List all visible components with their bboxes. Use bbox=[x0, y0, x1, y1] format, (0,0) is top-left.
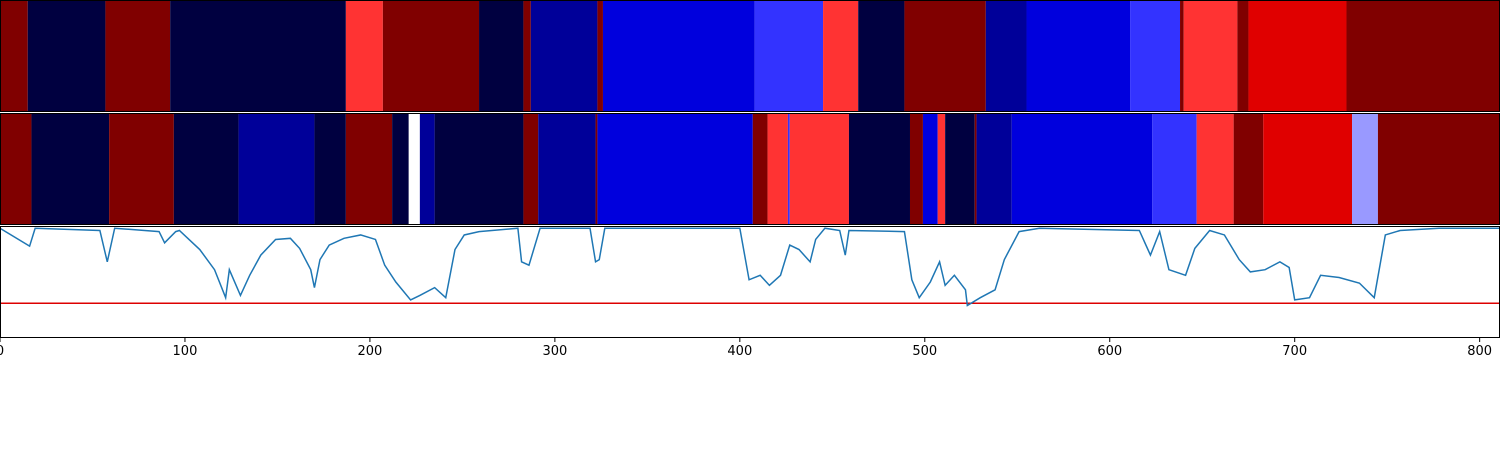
segment bbox=[945, 113, 975, 225]
segment bbox=[858, 0, 905, 112]
x-tick-label: 400 bbox=[727, 344, 752, 359]
segment bbox=[392, 113, 409, 225]
segment bbox=[173, 113, 239, 225]
segment bbox=[238, 113, 315, 225]
segment bbox=[909, 113, 923, 225]
panel-frame bbox=[0, 226, 1500, 338]
segment bbox=[382, 0, 480, 112]
segment bbox=[904, 0, 986, 112]
line bbox=[0, 227, 1500, 307]
segment bbox=[479, 0, 524, 112]
segment bbox=[1263, 113, 1353, 225]
segment bbox=[538, 113, 596, 225]
segment bbox=[105, 0, 171, 112]
x-tick-label: 200 bbox=[357, 344, 382, 359]
segment bbox=[1237, 0, 1249, 112]
segment bbox=[976, 113, 1012, 225]
x-tick-label: 500 bbox=[912, 344, 937, 359]
x-tick-label: 700 bbox=[1282, 344, 1307, 359]
segment bbox=[823, 0, 859, 112]
segment bbox=[314, 113, 346, 225]
segment bbox=[31, 113, 110, 225]
segment bbox=[985, 0, 1027, 112]
segment bbox=[1196, 113, 1234, 225]
segment bbox=[523, 113, 539, 225]
segment bbox=[597, 113, 753, 225]
segment bbox=[0, 0, 28, 112]
segment bbox=[1180, 0, 1184, 112]
segment bbox=[408, 113, 420, 225]
segment bbox=[1377, 113, 1500, 225]
segment bbox=[530, 0, 598, 112]
segment bbox=[523, 0, 531, 112]
segment bbox=[27, 0, 106, 112]
segment bbox=[752, 113, 768, 225]
segment bbox=[0, 113, 32, 225]
segment bbox=[1233, 113, 1264, 225]
segment bbox=[1011, 113, 1153, 225]
x-tick-label: 100 bbox=[173, 344, 198, 359]
segment bbox=[937, 113, 946, 225]
segment bbox=[1248, 0, 1347, 112]
segment bbox=[419, 113, 435, 225]
segment bbox=[1152, 113, 1197, 225]
segment bbox=[602, 0, 755, 112]
segment bbox=[595, 113, 598, 225]
segment bbox=[597, 0, 603, 112]
x-tick-label: 0 bbox=[0, 344, 4, 359]
x-tick-label: 300 bbox=[542, 344, 567, 359]
segment bbox=[922, 113, 938, 225]
segment bbox=[345, 0, 383, 112]
segment bbox=[754, 0, 824, 112]
segment bbox=[767, 113, 788, 225]
segment bbox=[974, 113, 977, 225]
segment bbox=[848, 113, 910, 225]
segment bbox=[434, 113, 524, 225]
segment bbox=[1352, 113, 1378, 225]
segment bbox=[1130, 0, 1181, 112]
segment bbox=[787, 113, 790, 225]
segment bbox=[1183, 0, 1238, 112]
segment bbox=[789, 113, 849, 225]
segment bbox=[170, 0, 346, 112]
x-tick-label: 600 bbox=[1097, 344, 1122, 359]
segment bbox=[1026, 0, 1131, 112]
segment bbox=[345, 113, 393, 225]
x-tick-label: 800 bbox=[1467, 344, 1492, 359]
segment bbox=[109, 113, 174, 225]
segment bbox=[1346, 0, 1500, 112]
